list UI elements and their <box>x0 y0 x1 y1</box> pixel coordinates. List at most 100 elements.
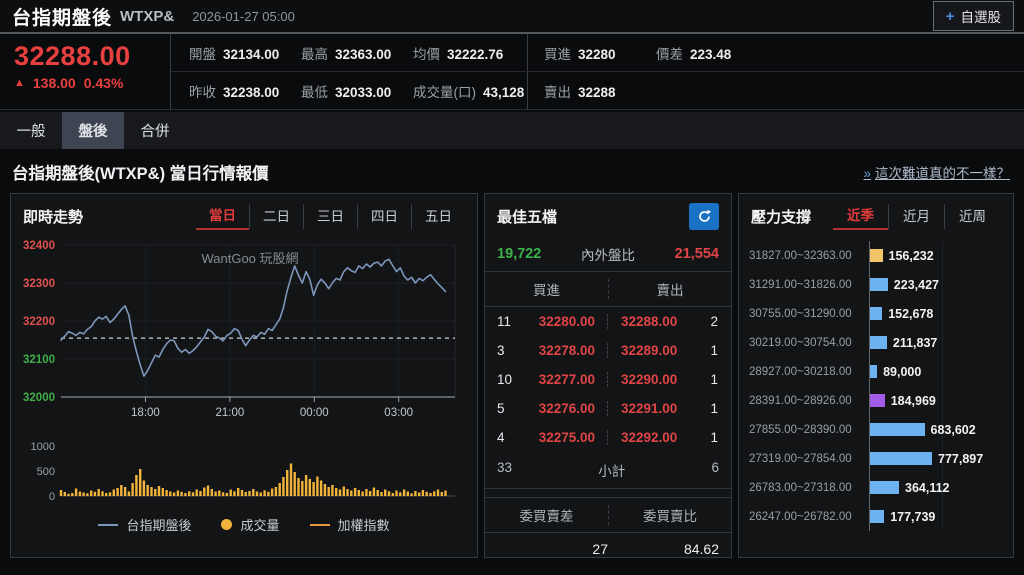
quote-field-value: 43,128 <box>483 84 525 100</box>
svg-text:32100: 32100 <box>23 354 55 366</box>
pressure-row: 31291.00~31826.00 223,427 <box>745 270 1005 299</box>
sell-price: 32288.00 <box>621 314 678 329</box>
pressure-tab-近周[interactable]: 近周 <box>944 204 1000 229</box>
price-chart: 32400 32300 32200 32100 32000 18:00 21:00 00:00… <box>23 240 456 419</box>
buy-volume: 11 <box>497 314 512 329</box>
svg-text:32000: 32000 <box>23 392 55 404</box>
buy-price: 32280.00 <box>538 314 595 329</box>
legend-item-成交量: 成交量 <box>221 515 280 534</box>
session-tab-合併[interactable]: 合併 <box>140 124 170 140</box>
quote-field: 價差 223.48 <box>656 43 768 63</box>
price-range-label: 28391.00~28926.00 <box>749 394 852 407</box>
session-tab-一般[interactable]: 一般 <box>16 124 46 140</box>
quote-field-label: 最低 <box>301 84 328 100</box>
pressure-row: 27319.00~27854.00 777,897 <box>745 444 1005 473</box>
buy-volume: 5 <box>497 401 505 416</box>
buy-price: 32276.00 <box>538 401 595 416</box>
buy-volume: 3 <box>497 343 505 358</box>
pressure-tab-近季[interactable]: 近季 <box>833 203 889 230</box>
divider <box>527 72 528 109</box>
pressure-bar-zone: 177,739 <box>869 502 1005 531</box>
subtotal-label: 小計 <box>598 464 626 479</box>
pressure-bar <box>870 278 888 291</box>
quote-row-2: 昨收 32238.00 最低 32033.00 成交量(口) 43,128 賣出 32288 <box>171 72 1024 109</box>
best5-row: 11 32280.00 32288.00 2 <box>485 307 731 336</box>
pressure-bar <box>870 336 887 349</box>
pressure-tab-近月[interactable]: 近月 <box>888 204 944 229</box>
legend-line-icon <box>98 523 119 526</box>
bid-ask-ratio-label: 委買賣比 <box>608 505 731 525</box>
sell-volume: 1 <box>710 372 718 387</box>
sell-volume: 1 <box>710 343 718 358</box>
pressure-row: 30755.00~31290.00 152,678 <box>745 299 1005 328</box>
inner-outer-label: 內外盤比 <box>581 248 635 263</box>
quote-datetime: 2026-01-27 05:00 <box>192 8 295 24</box>
period-tab-四日[interactable]: 四日 <box>357 204 411 229</box>
pressure-bar-zone: 156,232 <box>869 241 1005 270</box>
quote-field-label: 開盤 <box>189 46 216 62</box>
quote-field-value: 223.48 <box>690 46 732 62</box>
pressure-bar-zone: 89,000 <box>869 357 1005 386</box>
pressure-row: 28391.00~28926.00 184,969 <box>745 386 1005 415</box>
period-tab-五日[interactable]: 五日 <box>411 204 465 229</box>
sell-volume: 1 <box>710 401 718 416</box>
pressure-value: 223,427 <box>893 277 939 292</box>
price-range-label: 30755.00~31290.00 <box>749 307 852 320</box>
plus-icon: + <box>945 7 955 25</box>
svg-text:500: 500 <box>37 466 55 478</box>
price-change: ▲ 138.00 0.43% <box>14 75 170 91</box>
pressure-value: 184,969 <box>890 393 936 408</box>
svg-text:32300: 32300 <box>23 278 55 290</box>
period-tab-當日[interactable]: 當日 <box>196 203 249 230</box>
legend-item-加權指數: 加權指數 <box>309 515 390 534</box>
pressure-bar-zone: 211,837 <box>869 328 1005 357</box>
refresh-button[interactable] <box>689 203 719 230</box>
sell-volume: 1 <box>710 430 718 445</box>
svg-text:0: 0 <box>49 491 55 503</box>
pressure-bar-zone: 364,112 <box>869 473 1005 502</box>
article-link[interactable]: » 這次難道真的不一樣？ <box>863 162 1010 182</box>
pressure-value: 777,897 <box>938 451 984 466</box>
period-tab-二日[interactable]: 二日 <box>249 204 303 229</box>
trend-panel-title: 即時走勢 <box>23 209 84 226</box>
quote-field: 最低 32033.00 <box>301 81 413 101</box>
sell-price: 32292.00 <box>621 430 678 445</box>
add-watchlist-button[interactable]: + 自選股 <box>932 1 1014 31</box>
pressure-panel: 壓力支撐 近季 近月 近周 31827.00~32363.00 156,232 3129… <box>738 193 1014 558</box>
period-tabbar: 當日 二日 三日 四日 五日 <box>196 203 465 230</box>
legend-label: 台指期盤後 <box>126 518 192 533</box>
quote-field: 昨收 32238.00 <box>189 81 301 101</box>
period-tab-三日[interactable]: 三日 <box>303 204 357 229</box>
svg-text:03:00: 03:00 <box>384 407 413 419</box>
refresh-icon <box>698 210 711 222</box>
sell-price: 32291.00 <box>621 401 678 416</box>
best5-row: 3 32278.00 32289.00 1 <box>485 336 731 365</box>
change-percent: 0.43% <box>83 75 124 91</box>
sell-price: 32290.00 <box>621 372 678 387</box>
page-title: 台指期盤後(WTXP&) 當日行情報價 <box>12 165 269 183</box>
pressure-row: 26247.00~26782.00 177,739 <box>745 502 1005 531</box>
order-stats-header: 委買賣差 委買賣比 <box>485 497 731 533</box>
best5-row: 4 32275.00 32292.00 1 <box>485 423 731 452</box>
legend-dot-icon <box>221 519 233 530</box>
price-range-label: 26783.00~27318.00 <box>749 481 852 494</box>
quote-field-value: 32222.76 <box>447 46 504 62</box>
best5-table-header: 買進 賣出 <box>485 271 731 307</box>
pressure-bar <box>870 423 925 436</box>
sell-volume: 2 <box>710 314 718 329</box>
quote-field-value: 32288 <box>578 84 616 100</box>
pressure-row: 30219.00~30754.00 211,837 <box>745 328 1005 357</box>
buy-volume: 10 <box>497 372 513 387</box>
change-value: 138.00 <box>32 75 76 91</box>
buy-price: 32277.00 <box>538 372 595 387</box>
quote-fields: 開盤 32134.00 最高 32363.00 均價 32222.76 買進 32280 價差… <box>170 34 1024 109</box>
pressure-bar <box>870 307 883 320</box>
buy-price: 32278.00 <box>538 343 595 358</box>
last-price: 32288.00 <box>14 41 131 71</box>
trend-panel: 即時走勢 當日 二日 三日 四日 五日 32400 32300 32200 32100 3200… <box>10 193 478 558</box>
pressure-bar-zone: 152,678 <box>869 299 1005 328</box>
pressure-bar <box>870 452 932 465</box>
pressure-value: 364,112 <box>905 480 950 495</box>
session-tab-盤後[interactable]: 盤後 <box>62 112 124 149</box>
divider <box>527 34 528 71</box>
